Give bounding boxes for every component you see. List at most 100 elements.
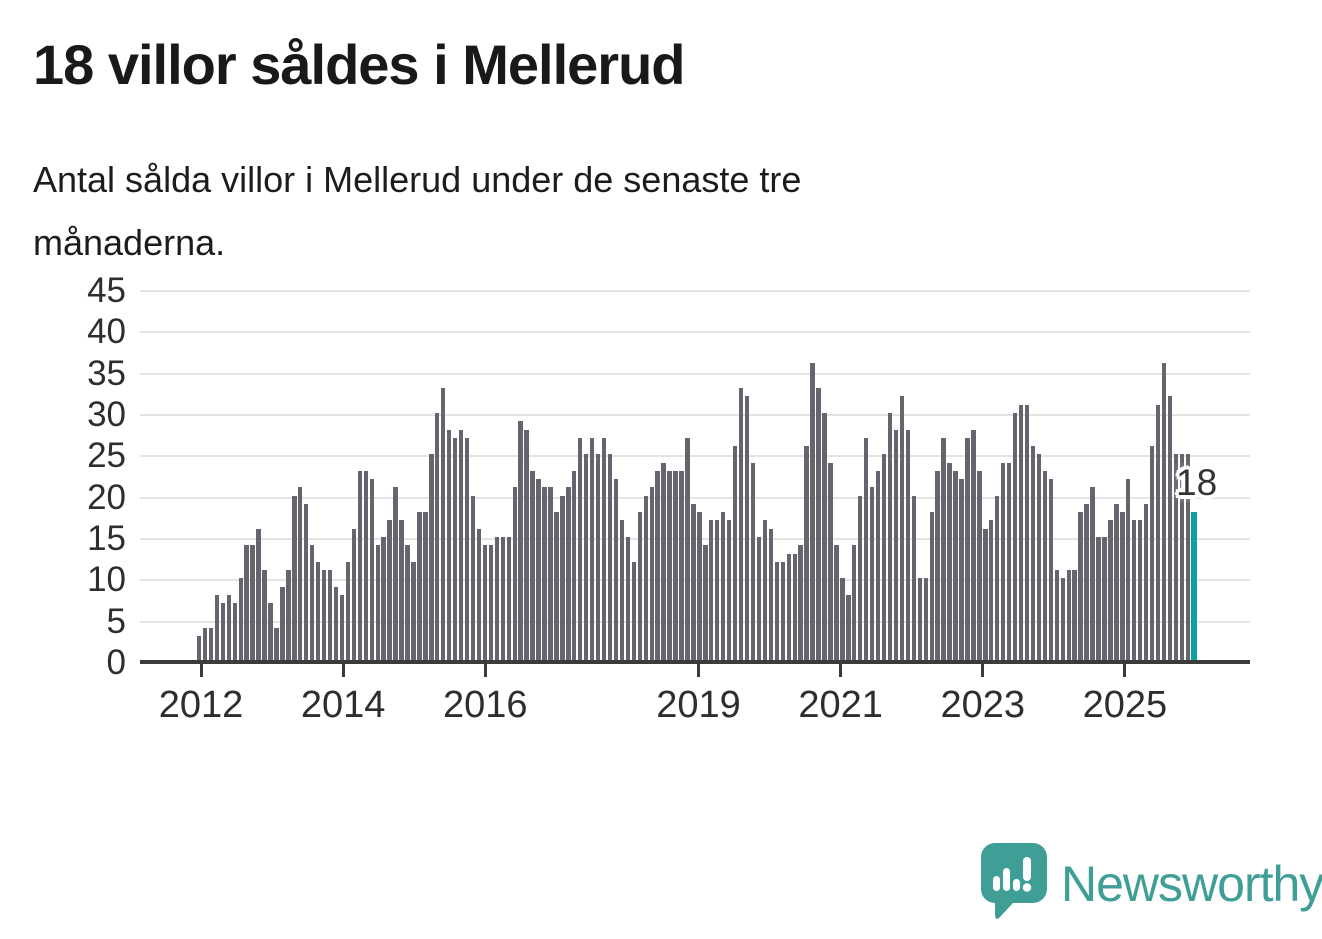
bar	[941, 437, 946, 661]
bar	[1120, 512, 1125, 661]
x-tick-mark-2016	[483, 664, 487, 677]
gridline-35	[140, 372, 1250, 375]
bar	[452, 437, 458, 661]
bar	[536, 479, 541, 661]
bar	[953, 470, 958, 661]
bar	[232, 603, 237, 661]
bar	[613, 479, 619, 661]
bar	[321, 570, 327, 661]
y-tick-label-30: 30	[87, 394, 126, 434]
bar	[1012, 412, 1018, 661]
subtitle-line-1: Antal sålda villor i Mellerud under de s…	[33, 159, 802, 200]
bar	[1000, 462, 1006, 661]
newsworthy-logo[interactable]: Newsworthy	[981, 843, 1322, 924]
bar	[500, 537, 505, 661]
bar	[726, 520, 732, 661]
bar	[792, 553, 797, 661]
bar	[333, 586, 339, 661]
bar	[697, 512, 702, 661]
bar	[822, 412, 827, 661]
bar	[494, 537, 500, 661]
bar	[351, 528, 357, 661]
bar	[863, 437, 869, 661]
bar	[721, 512, 726, 661]
bar	[1096, 537, 1101, 661]
bar	[911, 495, 917, 661]
bar	[1048, 479, 1054, 661]
bar	[244, 545, 249, 661]
bar	[542, 487, 547, 661]
bar	[887, 412, 893, 661]
bar	[899, 396, 905, 661]
y-tick-label-45: 45	[87, 270, 126, 310]
subtitle-line-2: månaderna.	[33, 222, 226, 263]
bar	[1149, 446, 1155, 661]
bar	[1132, 520, 1137, 661]
bar	[917, 578, 922, 661]
bar	[1030, 446, 1036, 661]
bar	[762, 520, 768, 661]
bar	[601, 437, 607, 661]
bar	[518, 421, 523, 661]
bar	[1024, 404, 1030, 661]
bar	[661, 462, 666, 661]
bar	[417, 512, 422, 661]
bar	[1084, 503, 1089, 661]
bar	[1066, 570, 1071, 661]
bar	[858, 495, 863, 661]
bar	[345, 561, 351, 661]
bar	[1114, 503, 1119, 661]
bar	[1179, 454, 1185, 661]
bar	[196, 636, 202, 661]
bar	[649, 487, 654, 661]
x-tick-label-2016: 2016	[442, 684, 528, 726]
bar	[1155, 404, 1161, 661]
bar	[256, 528, 261, 661]
bar	[584, 454, 589, 661]
bar	[387, 520, 392, 661]
bar	[405, 545, 410, 661]
bar	[339, 594, 345, 661]
bar	[959, 479, 964, 661]
gridline-30	[140, 413, 1250, 416]
bar	[488, 545, 494, 661]
bar	[625, 537, 631, 661]
bar	[679, 470, 684, 661]
bar	[1126, 479, 1131, 661]
bar	[840, 578, 845, 661]
bar	[816, 388, 821, 661]
bar	[1167, 396, 1173, 661]
bar	[655, 470, 660, 661]
bar	[1090, 487, 1095, 661]
bar	[214, 594, 220, 661]
bar	[1102, 537, 1107, 661]
bar	[309, 545, 315, 661]
y-tick-label-20: 20	[87, 477, 126, 517]
bar	[947, 462, 952, 661]
bar	[411, 561, 416, 661]
y-tick-label-40: 40	[87, 312, 126, 352]
y-tick-label-25: 25	[87, 436, 126, 476]
highlight-bar	[1191, 512, 1197, 661]
bar	[1036, 454, 1042, 661]
newsworthy-bubble-chart-icon	[981, 843, 1047, 924]
bar	[554, 512, 559, 661]
bar	[685, 437, 690, 661]
bar	[476, 528, 482, 661]
gridline-45	[140, 289, 1250, 292]
bar	[470, 495, 476, 661]
bar	[846, 594, 851, 661]
bar	[572, 470, 577, 661]
bar	[208, 627, 214, 661]
bar	[691, 503, 696, 661]
bar	[875, 470, 881, 661]
bar	[220, 603, 226, 661]
bar	[524, 429, 529, 661]
bar	[619, 520, 625, 661]
x-tick-label-2023: 2023	[940, 684, 1026, 726]
bar	[268, 603, 273, 661]
bar	[315, 561, 321, 661]
bar	[1018, 404, 1024, 661]
bar	[435, 412, 440, 661]
